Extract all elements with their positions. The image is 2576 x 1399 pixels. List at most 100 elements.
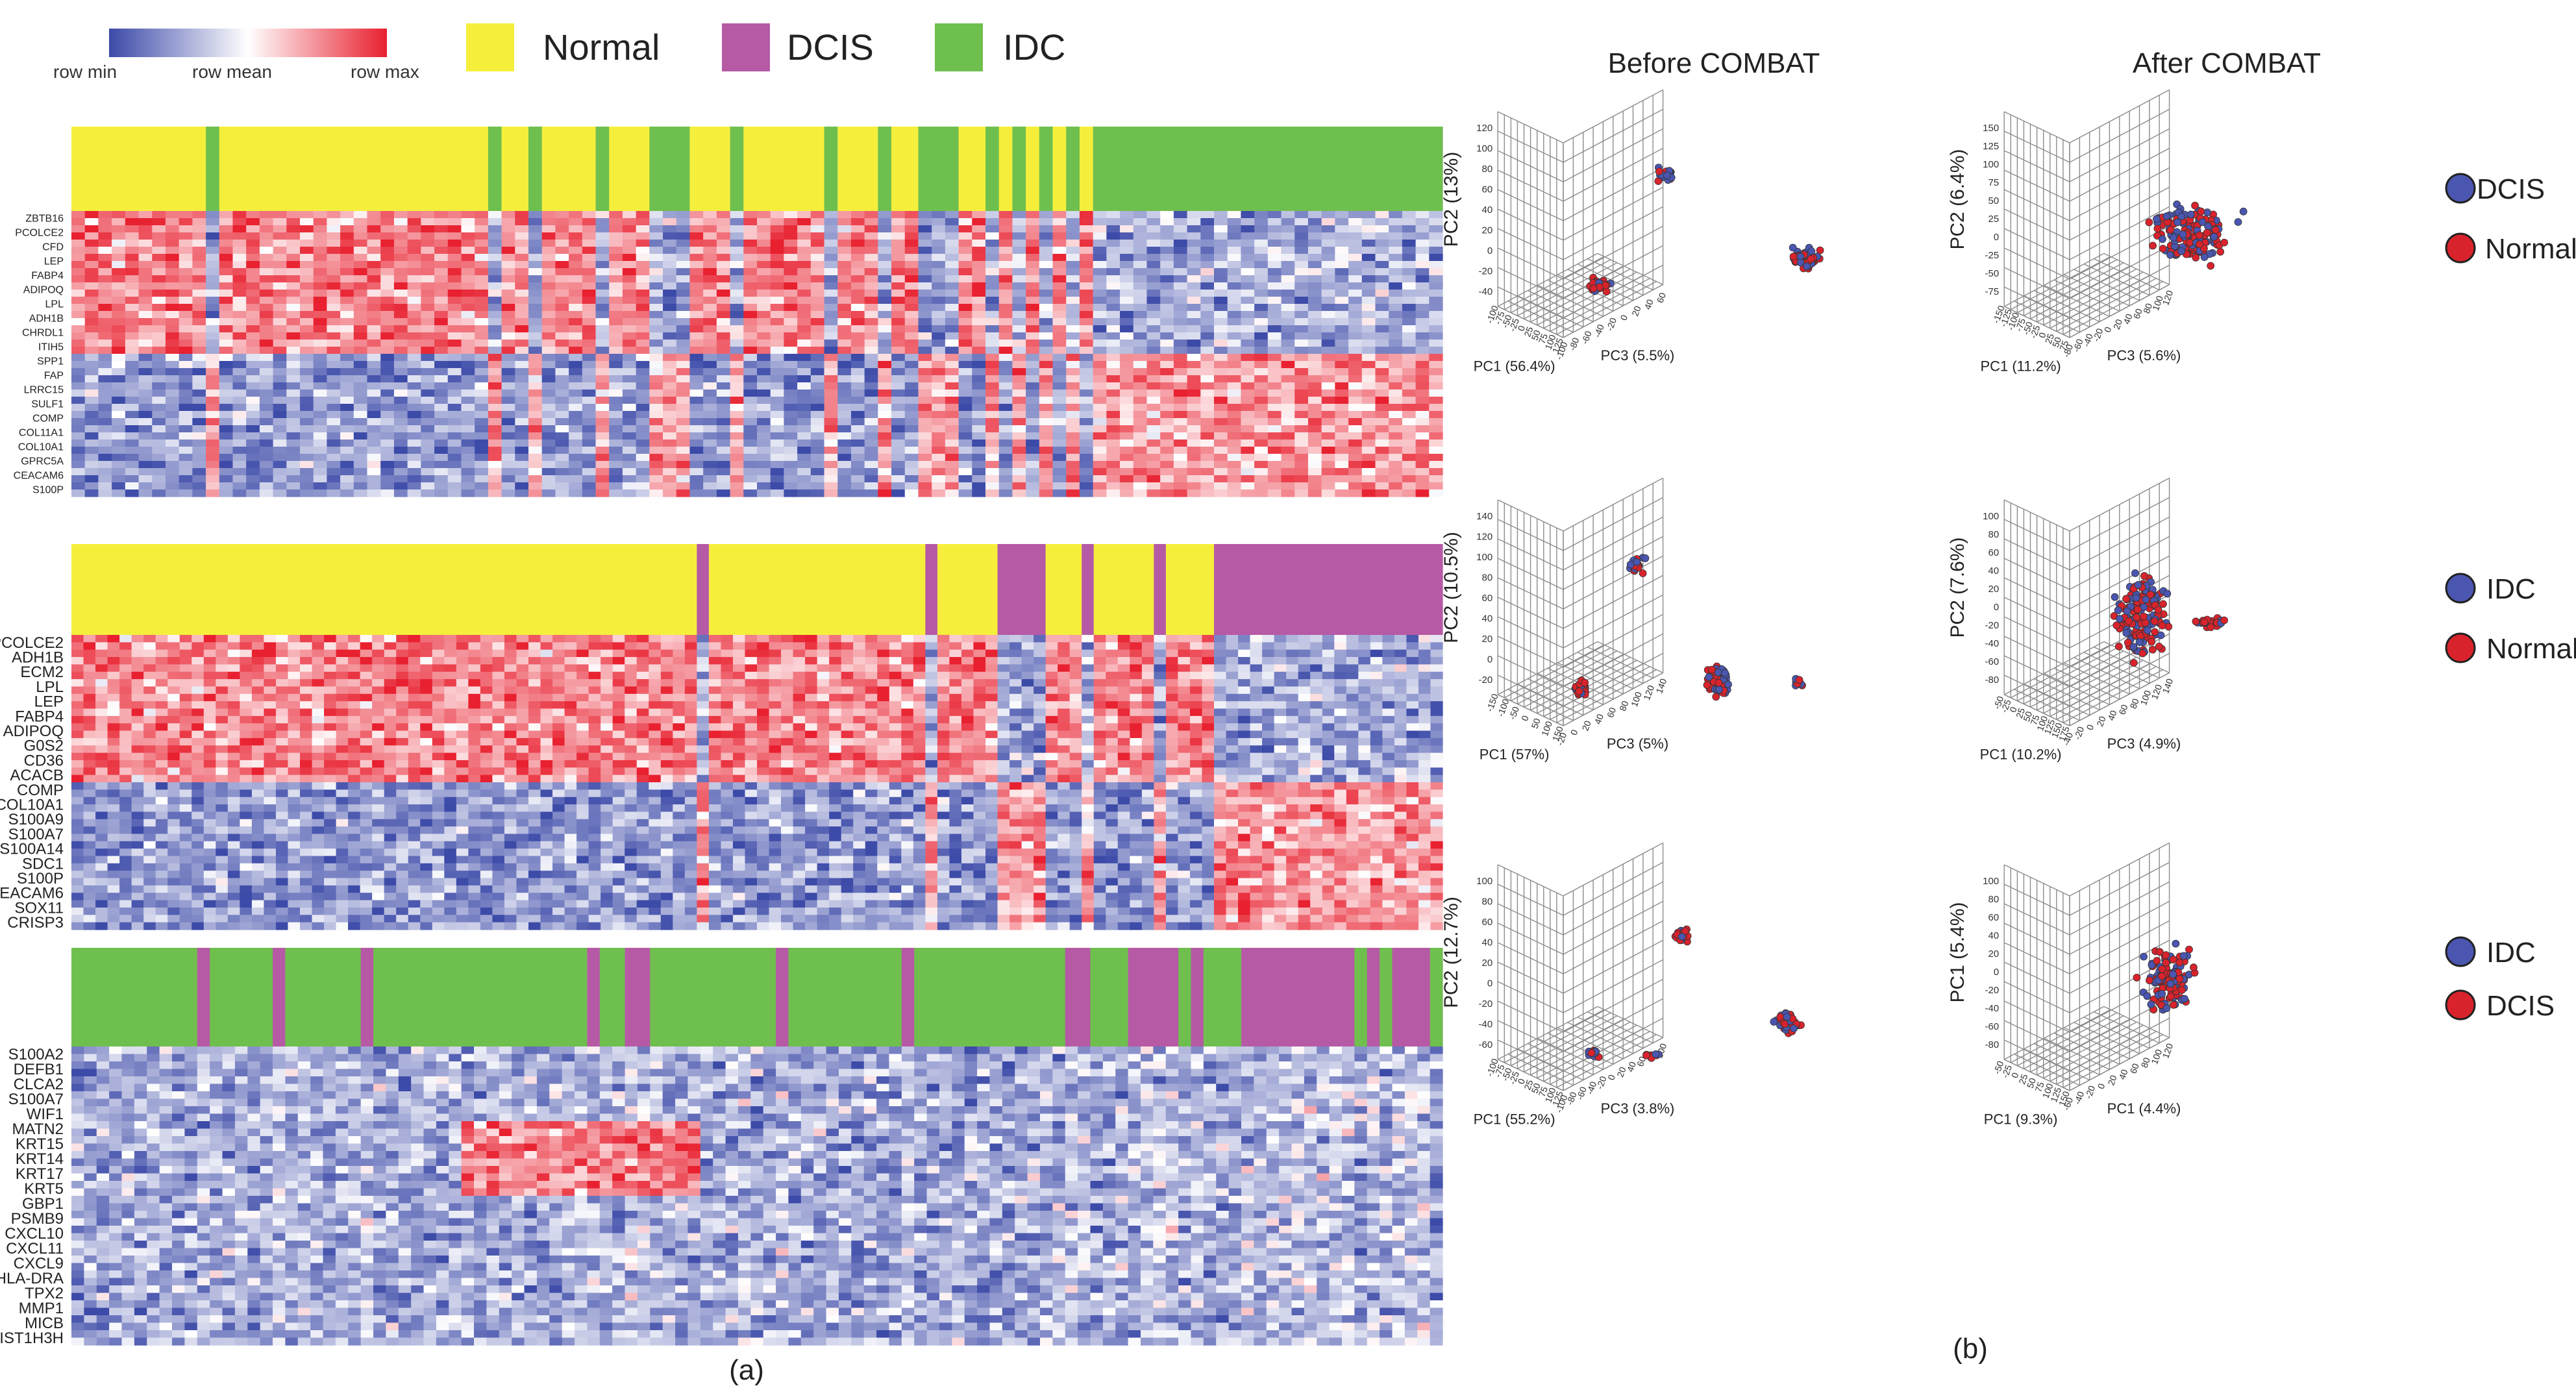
heatmap-cell: [622, 290, 637, 297]
heatmap-cell: [1079, 447, 1094, 454]
heatmap-cell: [1160, 447, 1174, 454]
heatmap-cell: [1214, 290, 1228, 297]
heatmap-cell: [206, 440, 220, 447]
heatmap-normal-vs-dcis: PCOLCE2ADH1BECM2LPLLEPFABP4ADIPOQG0S2CD3…: [0, 544, 1443, 932]
heatmap-cell: [516, 642, 529, 650]
heatmap-cell: [663, 375, 677, 383]
heatmap-cell: [515, 311, 529, 319]
heatmap-cell: [152, 447, 166, 454]
heatmap-cell: [71, 225, 86, 233]
heatmap-cell: [1307, 340, 1322, 347]
heatmap-cell: [480, 686, 493, 695]
heatmap-cell: [216, 664, 229, 673]
heatmap-cell: [1321, 375, 1335, 383]
heatmap-cell: [273, 482, 287, 490]
heatmap-cell: [850, 318, 865, 326]
heatmap-cell: [340, 268, 354, 276]
heatmap-cell: [312, 642, 325, 650]
heatmap-cell: [380, 390, 395, 397]
heatmap-cell: [1130, 649, 1143, 658]
heatmap-cell: [1189, 657, 1203, 665]
heatmap-cell: [541, 368, 556, 376]
heatmap-cell: [155, 664, 168, 673]
heatmap-cell: [1160, 340, 1174, 347]
heatmap-cell: [1429, 232, 1443, 240]
heatmap-cell: [492, 679, 505, 687]
heatmap-cell: [1310, 671, 1323, 680]
heatmap-cell: [1267, 318, 1282, 326]
heatmap-cell: [246, 368, 260, 376]
heatmap-cell: [206, 468, 220, 476]
heatmap-cell: [1375, 368, 1389, 376]
heatmap-cell: [492, 635, 505, 643]
heatmap-cell: [447, 482, 462, 490]
heatmap-cell: [609, 311, 623, 319]
heatmap-cell: [1429, 311, 1443, 319]
heatmap-cell: [119, 671, 132, 680]
heatmap-cell: [730, 418, 744, 426]
heatmap-cell: [1321, 368, 1335, 376]
heatmap-cell: [1200, 390, 1215, 397]
heatmap-cell: [112, 325, 126, 333]
heatmap-cell: [1160, 211, 1174, 219]
heatmap-cell: [380, 411, 395, 419]
heatmap-cell: [251, 642, 265, 650]
heatmap-cell: [1187, 382, 1201, 390]
heatmap-cell: [1322, 679, 1335, 687]
heatmap-cell: [797, 247, 811, 254]
heatmap-cell: [985, 411, 1000, 419]
annotation-normal: [837, 127, 878, 211]
heatmap-cell: [703, 489, 717, 497]
heatmap-cell: [246, 390, 260, 397]
heatmap-cell: [797, 368, 811, 376]
heatmap-cell: [219, 461, 234, 469]
heatmap-cell: [949, 649, 962, 658]
heatmap-cell: [112, 268, 126, 276]
heatmap-cell: [1335, 468, 1349, 476]
heatmap-cell: [1307, 347, 1322, 354]
heatmap-cell: [286, 418, 301, 426]
heatmap-cell: [1361, 218, 1376, 226]
heatmap-cell: [165, 489, 180, 497]
heatmap-cell: [488, 211, 502, 219]
heatmap-cell: [179, 382, 193, 390]
heatmap-cell: [380, 211, 395, 219]
heatmap-cell: [447, 268, 462, 276]
heatmap-cell: [393, 482, 408, 490]
heatmap-cell: [1093, 482, 1107, 490]
heatmap-cell: [1120, 254, 1134, 262]
heatmap-cell: [367, 254, 381, 262]
heatmap-cell: [1052, 332, 1067, 340]
heatmap-cell: [327, 475, 341, 483]
heatmap-cell: [504, 679, 517, 687]
heatmap-cell: [673, 657, 686, 665]
heatmap-cell: [152, 454, 166, 462]
heatmap-cell: [797, 468, 811, 476]
heatmap-cell: [1026, 282, 1040, 290]
heatmap-cell: [360, 635, 373, 643]
heatmap-cell: [743, 232, 758, 240]
heatmap-cell: [649, 240, 663, 247]
heatmap-cell: [569, 282, 583, 290]
heatmap-cell: [1106, 354, 1121, 362]
heatmap-cell: [367, 325, 381, 333]
heatmap-cell: [516, 679, 529, 687]
heatmap-cell: [625, 649, 638, 658]
heatmap-cell: [107, 649, 120, 658]
heatmap-cell: [730, 290, 744, 297]
heatmap-cell: [1214, 332, 1228, 340]
heatmap-cell: [998, 340, 1013, 347]
heatmap-cell: [515, 290, 529, 297]
heatmap-cell: [336, 686, 349, 695]
heatmap-cell: [636, 649, 649, 658]
heatmap-cell: [805, 671, 818, 680]
heatmap-cell: [286, 311, 301, 319]
heatmap-cell: [421, 282, 435, 290]
heatmap-cell: [327, 240, 341, 247]
heatmap-cell: [1227, 418, 1242, 426]
heatmap-cell: [155, 649, 168, 658]
heatmap-cell: [488, 440, 502, 447]
heatmap-cell: [264, 642, 277, 650]
heatmap-cell: [595, 261, 610, 269]
heatmap-cell: [636, 489, 650, 497]
